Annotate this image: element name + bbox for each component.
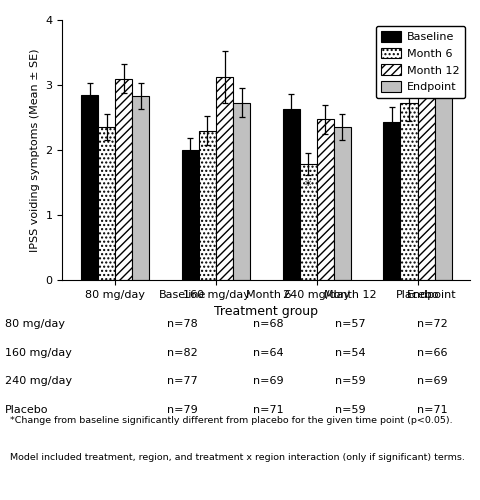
Text: n=71: n=71 [417,405,447,415]
Bar [334,127,351,280]
Text: 160 mg/day: 160 mg/day [5,348,72,358]
Text: Placebo: Placebo [5,405,48,415]
Text: Month 6: Month 6 [246,290,291,300]
Text: Month 12: Month 12 [324,290,377,300]
Text: n=71: n=71 [253,405,284,415]
Text: *: * [305,180,312,192]
Bar [81,95,98,280]
Text: 80 mg/day: 80 mg/day [5,319,65,329]
Text: n=68: n=68 [253,319,284,329]
Text: n=72: n=72 [417,319,447,329]
Bar [132,96,149,280]
Text: n=79: n=79 [167,405,198,415]
Bar [300,164,317,280]
Text: n=69: n=69 [417,376,447,386]
Text: n=82: n=82 [167,348,198,358]
Text: n=64: n=64 [253,348,284,358]
Bar [98,127,115,280]
Bar [384,122,400,280]
Text: Endpoint: Endpoint [407,290,457,300]
Text: n=59: n=59 [335,376,366,386]
Bar [182,150,199,280]
Bar [115,78,132,280]
Text: Baseline: Baseline [159,290,206,300]
Text: n=69: n=69 [253,376,284,386]
Text: n=59: n=59 [335,405,366,415]
Text: Model included treatment, region, and treatment x region interaction (only if si: Model included treatment, region, and tr… [10,452,465,462]
Bar [283,109,300,280]
Bar [216,76,233,280]
Text: n=77: n=77 [167,376,198,386]
Text: n=66: n=66 [417,348,447,358]
Legend: Baseline, Month 6, Month 12, Endpoint: Baseline, Month 6, Month 12, Endpoint [375,26,465,98]
Y-axis label: IPSS voiding symptoms (Mean ± SE): IPSS voiding symptoms (Mean ± SE) [30,48,40,252]
Text: *Change from baseline significantly different from placebo for the given time po: *Change from baseline significantly diff… [10,416,452,426]
X-axis label: Treatment group: Treatment group [215,306,318,318]
Text: n=54: n=54 [335,348,366,358]
Bar [418,66,435,280]
Bar [400,102,418,280]
Bar [317,120,334,280]
Bar [435,66,452,280]
Bar [233,102,250,280]
Bar [199,130,216,280]
Text: 240 mg/day: 240 mg/day [5,376,72,386]
Text: n=78: n=78 [167,319,198,329]
Text: n=57: n=57 [335,319,366,329]
